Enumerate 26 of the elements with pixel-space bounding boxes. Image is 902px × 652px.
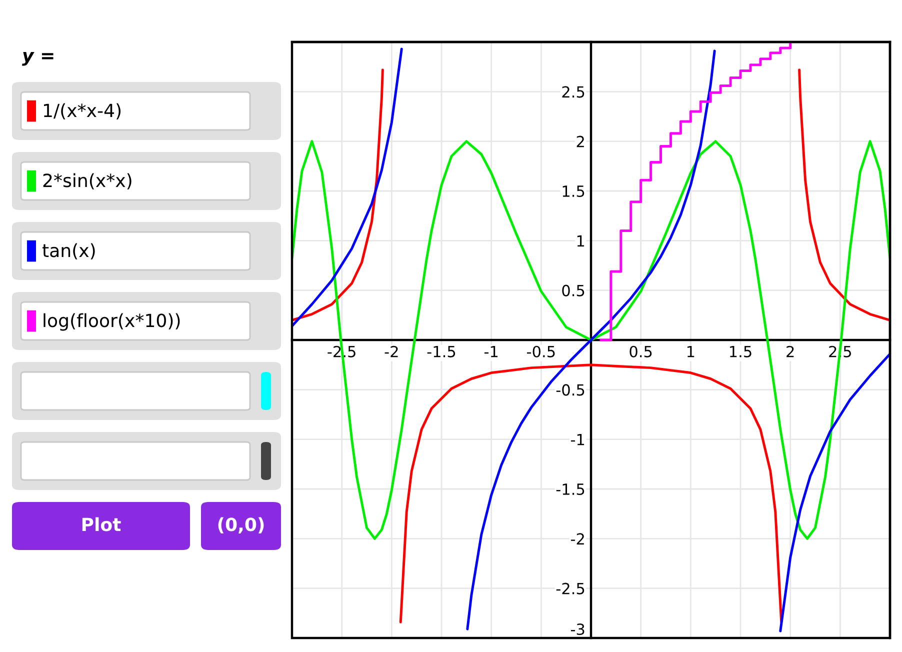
y-tick-label: -0.5: [556, 384, 584, 396]
y-tick-label: -2: [570, 533, 584, 544]
x-tick-label: 1: [687, 346, 694, 358]
legend-label: log(floor(x*10)): [44, 313, 180, 331]
x-tick-label: 2: [786, 346, 794, 358]
x-tick-label: -1: [484, 346, 498, 358]
x-tick-label: 0.5: [630, 346, 652, 358]
y-tick-label: -1.5: [556, 484, 584, 496]
y-tick-label: 1.5: [562, 186, 584, 198]
legend-label: 1/(x*x-4): [44, 103, 121, 120]
y-tick-label: -2.5: [556, 582, 584, 594]
y-tick-label: 0.5: [562, 284, 584, 296]
text: (0,0): [218, 517, 264, 534]
x-tick-label: -2: [384, 346, 398, 358]
y-tick-label: -1: [570, 434, 584, 446]
y-tick-label: 1: [577, 235, 584, 246]
x-tick-label: 1.5: [730, 346, 752, 358]
y-tick-label: -3: [570, 623, 584, 636]
y-tick-label: 2: [576, 136, 584, 148]
x-tick-label: -1.5: [427, 346, 456, 358]
text: Plot: [82, 517, 121, 532]
legend-label: tan(x): [42, 243, 95, 260]
x-tick-label: -0.5: [527, 346, 555, 358]
legend-title: y =: [22, 52, 54, 66]
y-tick-label: 2.5: [562, 86, 584, 98]
legend-label: 2*sin(x*x): [43, 173, 132, 190]
